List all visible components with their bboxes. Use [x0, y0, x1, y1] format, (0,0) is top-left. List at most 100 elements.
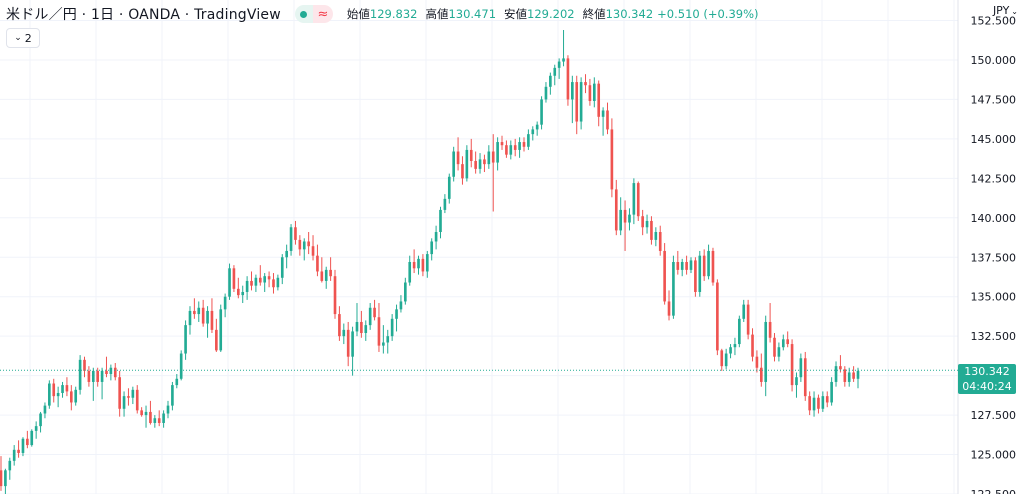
candle	[56, 386, 60, 408]
candle	[364, 320, 368, 341]
candle-body	[839, 366, 842, 370]
candle	[443, 194, 447, 214]
candle-body	[597, 83, 601, 117]
candle	[614, 179, 618, 236]
candle	[351, 326, 354, 376]
price-tick-label: 142.500	[971, 172, 1017, 185]
candle-body	[773, 337, 776, 357]
candle	[790, 339, 794, 392]
candle	[601, 107, 605, 136]
candle-body	[360, 321, 363, 334]
candle-body	[825, 396, 829, 403]
candle	[487, 145, 491, 169]
candle-body	[390, 318, 394, 337]
candle-body	[522, 142, 526, 147]
price-tick-label: 137.500	[971, 251, 1017, 264]
candle	[127, 388, 130, 406]
candle-body	[250, 280, 253, 286]
candle-body	[52, 383, 56, 397]
candle-body	[223, 296, 227, 310]
candle-body	[386, 336, 390, 343]
candle-body	[781, 339, 785, 348]
price-axis[interactable]: 152.500 150.000 147.500 145.000 142.500 140.0…	[971, 15, 1017, 494]
price-tick-label: 132.500	[971, 330, 1017, 343]
candle	[26, 430, 29, 449]
candle	[672, 255, 675, 319]
candle	[491, 134, 495, 212]
open-value: 始値129.832	[346, 7, 418, 21]
candle	[689, 257, 693, 274]
candle-body	[579, 82, 583, 122]
price-tick-label: 125.000	[971, 449, 1017, 462]
candle-body	[531, 129, 535, 135]
candle-body	[298, 239, 302, 250]
market-status[interactable]: ≈	[294, 5, 333, 23]
candle	[206, 306, 209, 338]
candle	[636, 181, 640, 221]
candle-body	[821, 396, 825, 409]
candle	[144, 405, 148, 428]
candle	[4, 468, 7, 494]
candle	[817, 394, 820, 414]
candle	[320, 257, 324, 283]
candle-body	[404, 282, 407, 302]
bar-countdown: 04:40:24	[958, 379, 1016, 394]
candle-body	[333, 276, 337, 315]
candle-body	[210, 310, 214, 330]
candle-body	[496, 142, 499, 163]
candle	[188, 306, 192, 335]
candle-body	[474, 160, 477, 169]
candle	[219, 304, 223, 352]
candle-body	[469, 149, 473, 161]
currency-selector[interactable]: JPY ⌄	[993, 4, 1018, 17]
candle	[78, 355, 82, 395]
candle	[518, 137, 521, 158]
candle-body	[237, 288, 240, 296]
candle-body	[425, 254, 429, 272]
candle	[808, 391, 811, 416]
candle-body	[65, 385, 69, 392]
candle-body	[96, 370, 100, 382]
candle-body	[742, 304, 746, 319]
candle	[83, 356, 86, 378]
candle-body	[856, 370, 860, 379]
indicators-toggle-button[interactable]: ⌄ 2	[6, 28, 40, 48]
candle	[830, 377, 833, 406]
candle-body	[641, 216, 644, 228]
candle	[382, 325, 385, 354]
candle	[175, 374, 179, 389]
candle	[522, 137, 526, 152]
candlesticks[interactable]	[0, 29, 860, 494]
candle	[834, 361, 838, 387]
candle	[597, 80, 601, 127]
candle	[680, 258, 684, 277]
candle	[241, 285, 245, 304]
candle-body	[601, 110, 605, 117]
indicator-count: 2	[24, 31, 32, 45]
candle	[17, 440, 20, 458]
candle	[237, 277, 240, 299]
candle	[711, 247, 715, 286]
candle-body	[0, 470, 3, 487]
candle	[803, 351, 807, 401]
candle-body	[408, 261, 412, 283]
candle-body	[610, 129, 614, 190]
candle	[390, 314, 394, 341]
candle	[223, 293, 227, 318]
candle-body	[500, 142, 504, 146]
candle	[179, 350, 183, 381]
symbol-title[interactable]: 米ドル／円 · 1日 · OANDA · TradingView	[6, 7, 281, 23]
candle	[368, 303, 372, 330]
candle-body	[619, 209, 622, 231]
last-price-tag: 130.342	[958, 364, 1016, 379]
candle-body	[702, 255, 706, 277]
candle-body	[254, 277, 258, 286]
candle-body	[443, 198, 447, 210]
candle	[210, 298, 214, 334]
candle-body	[685, 261, 688, 270]
candle	[632, 178, 636, 225]
candle-body	[544, 86, 548, 100]
candle-body	[113, 367, 117, 378]
candle	[483, 154, 486, 173]
